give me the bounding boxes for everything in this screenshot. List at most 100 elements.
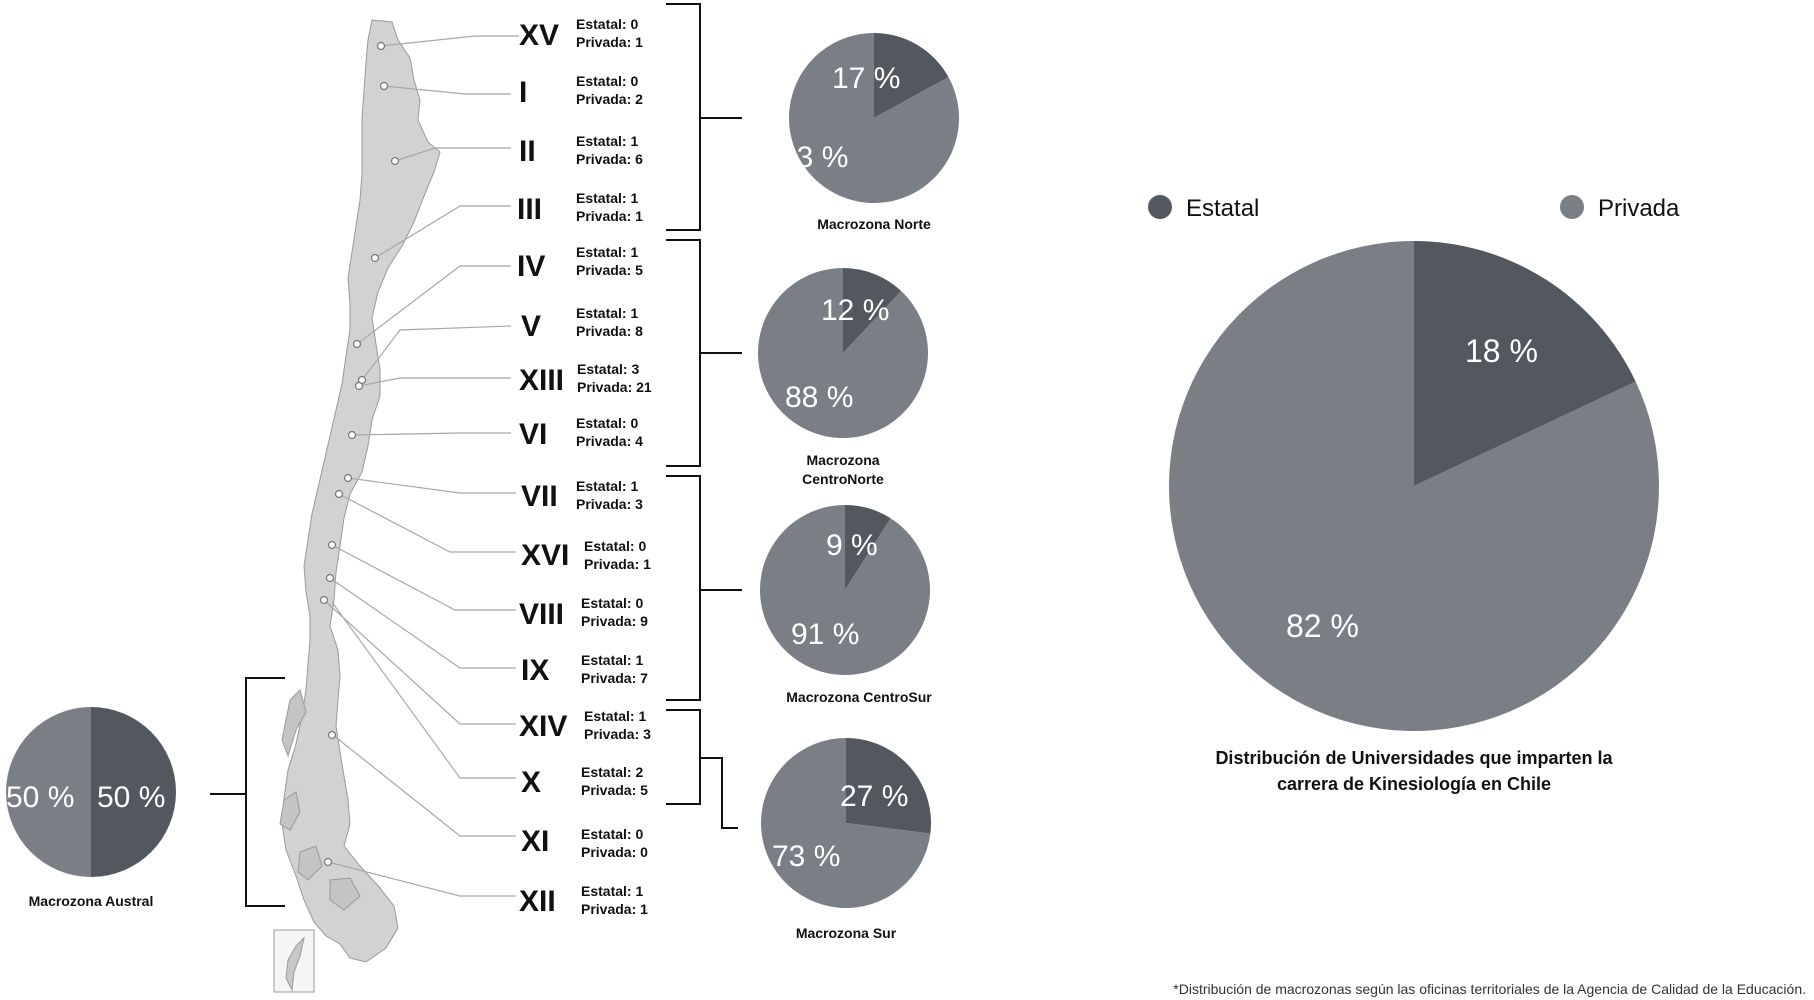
region-roman: XII bbox=[519, 885, 556, 918]
pie-total-privada-label: 82 % bbox=[1286, 608, 1359, 644]
region-roman: V bbox=[521, 310, 541, 343]
region-estatal: Estatal: 1 bbox=[576, 478, 638, 494]
chile-map-fjords bbox=[279, 689, 361, 911]
pie-norte: 17 % 83 % Macrozona Norte bbox=[780, 33, 959, 232]
pie-slice-privada bbox=[758, 268, 928, 438]
legend-estatal-label: Estatal bbox=[1186, 195, 1259, 222]
leader-line bbox=[332, 734, 516, 837]
bracket-sur-link bbox=[700, 757, 738, 829]
region-privada: Privada: 6 bbox=[576, 151, 643, 167]
region-dot bbox=[352, 339, 362, 349]
chile-map-shape bbox=[281, 19, 441, 963]
pie-norte-estatal-label: 17 % bbox=[832, 62, 900, 95]
pie-centronorte-slices bbox=[758, 268, 928, 438]
pie-centrosur-slices bbox=[760, 505, 930, 675]
pie-austral-slices bbox=[6, 707, 176, 877]
leader-line bbox=[331, 601, 516, 779]
legend: Estatal Privada bbox=[1148, 195, 1680, 222]
pie-sur-estatal-label: 27 % bbox=[840, 780, 908, 813]
pie-slice-privada bbox=[789, 33, 959, 203]
region-estatal: Estatal: 2 bbox=[581, 764, 643, 780]
region-estatal: Estatal: 1 bbox=[581, 883, 643, 899]
region-estatal: Estatal: 0 bbox=[581, 595, 643, 611]
pie-slice-estatal bbox=[874, 33, 949, 118]
pie-austral-title-line1: Macrozona Austral bbox=[29, 893, 154, 909]
region-roman: XIII bbox=[519, 364, 564, 397]
region-privada: Privada: 2 bbox=[576, 91, 643, 107]
leader-line bbox=[380, 35, 519, 47]
region-dot bbox=[370, 253, 380, 263]
region-dot bbox=[319, 595, 329, 605]
legend-estatal-swatch bbox=[1148, 195, 1172, 219]
pie-slice-estatal bbox=[843, 268, 902, 353]
region-estatal: Estatal: 1 bbox=[576, 244, 638, 260]
region-roman: IX bbox=[521, 654, 549, 687]
leader-line bbox=[374, 205, 511, 259]
pie-austral-estatal-label: 50 % bbox=[97, 781, 165, 814]
region-dot bbox=[347, 430, 357, 440]
region-dots bbox=[319, 41, 400, 867]
pie-sur: 27 % 73 % Macrozona Sur bbox=[761, 738, 931, 941]
region-dot bbox=[325, 573, 335, 583]
leader-line bbox=[358, 377, 511, 387]
pie-norte-privada-label: 83 % bbox=[780, 141, 848, 174]
region-roman: XVI bbox=[521, 539, 569, 572]
pie-total-estatal-label: 18 % bbox=[1465, 333, 1538, 369]
bracket-centrosur bbox=[666, 475, 701, 701]
region-estatal: Estatal: 1 bbox=[576, 190, 638, 206]
region-roman: XV bbox=[519, 19, 559, 52]
region-roman: IV bbox=[517, 250, 545, 283]
pie-norte-slices bbox=[789, 33, 959, 203]
leader-line bbox=[323, 599, 516, 725]
pie-slice-privada bbox=[6, 707, 91, 877]
region-estatal: Estatal: 3 bbox=[577, 361, 639, 377]
bracket-norte bbox=[666, 3, 701, 231]
region-roman: II bbox=[519, 135, 536, 168]
region-dot bbox=[376, 41, 386, 51]
footnote: *Distribución de macrozonas según las of… bbox=[1173, 981, 1806, 997]
main-title-line2: carrera de Kinesiología en Chile bbox=[1277, 774, 1551, 794]
pie-centronorte-privada-label: 88 % bbox=[785, 381, 853, 414]
pie-austral: 50 % 50 % Macrozona Austral bbox=[6, 707, 176, 909]
bracket-sur bbox=[666, 709, 701, 805]
pie-sur-title-line1: Macrozona Sur bbox=[796, 925, 897, 941]
region-estatal: Estatal: 0 bbox=[576, 415, 638, 431]
region-roman: XIV bbox=[519, 710, 567, 743]
pie-slice-estatal bbox=[1414, 241, 1636, 486]
region-labels: XV Estatal: 0 Privada: 1 I Estatal: 0 Pr… bbox=[517, 16, 652, 918]
leader-line bbox=[356, 265, 511, 345]
region-privada: Privada: 1 bbox=[584, 556, 651, 572]
region-roman: VI bbox=[519, 418, 547, 451]
pie-centronorte: 12 % 88 % Macrozona CentroNorte bbox=[758, 268, 928, 487]
pie-centrosur-privada-label: 91 % bbox=[791, 618, 859, 651]
region-roman: III bbox=[517, 193, 542, 226]
region-dot bbox=[354, 381, 364, 391]
region-dot bbox=[343, 473, 353, 483]
region-dot bbox=[327, 540, 337, 550]
region-privada: Privada: 1 bbox=[581, 901, 648, 917]
pie-total-slices bbox=[1168, 241, 1659, 731]
region-estatal: Estatal: 0 bbox=[576, 16, 638, 32]
pie-norte-title-line1: Macrozona Norte bbox=[817, 216, 931, 232]
legend-privada-swatch bbox=[1560, 195, 1584, 219]
pie-slice-privada bbox=[761, 738, 931, 909]
pie-centrosur-estatal-label: 9 % bbox=[826, 529, 878, 562]
region-roman: XI bbox=[521, 825, 549, 858]
leader-line bbox=[351, 432, 511, 436]
leader-line bbox=[383, 85, 511, 95]
leader-line bbox=[338, 493, 516, 553]
region-dot bbox=[323, 857, 333, 867]
bracket-centronorte bbox=[666, 239, 701, 467]
region-estatal: Estatal: 0 bbox=[576, 73, 638, 89]
pie-sur-privada-label: 73 % bbox=[772, 840, 840, 873]
pie-austral-privada-label: 50 % bbox=[6, 781, 74, 814]
pie-slice-estatal bbox=[91, 707, 176, 877]
leader-line bbox=[361, 325, 512, 381]
pie-total: 18 % 82 % bbox=[1168, 241, 1659, 731]
region-roman: VIII bbox=[519, 598, 564, 631]
leader-line bbox=[347, 477, 516, 494]
macrozone-brackets bbox=[210, 3, 742, 907]
antarctica-inset-shape bbox=[285, 936, 305, 992]
bracket-austral bbox=[245, 677, 285, 907]
